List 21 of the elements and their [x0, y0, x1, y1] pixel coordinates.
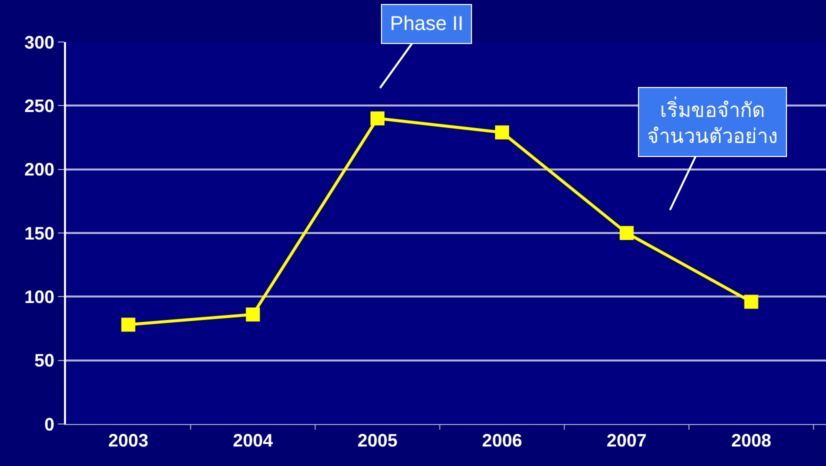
- x-tick-label: 2006: [482, 430, 522, 451]
- x-tick-label: 2008: [731, 430, 772, 451]
- y-tick-label: 250: [24, 96, 54, 116]
- y-tick-label: 100: [24, 286, 54, 307]
- point: [246, 307, 260, 322]
- y-tick-label: 200: [24, 160, 54, 180]
- text: Phase II: [390, 13, 464, 35]
- point: [744, 294, 758, 309]
- point: [620, 226, 634, 240]
- annotation: เริ่มขอจำกัด จำนวนตัวอย่าง: [647, 96, 778, 148]
- x-tick-label: 2003: [108, 430, 148, 451]
- x-tick-label: 2007: [606, 430, 647, 451]
- y-tick-label: 50: [34, 350, 54, 371]
- point: [370, 111, 384, 126]
- y-tick-label: 300: [24, 32, 54, 52]
- x-tick-label: 2005: [357, 430, 398, 451]
- y-tick-label: 150: [24, 223, 54, 244]
- x-tick-label: 2004: [232, 430, 273, 451]
- y-tick-label: 0: [44, 414, 54, 434]
- point: [495, 125, 510, 140]
- point: [121, 318, 136, 332]
